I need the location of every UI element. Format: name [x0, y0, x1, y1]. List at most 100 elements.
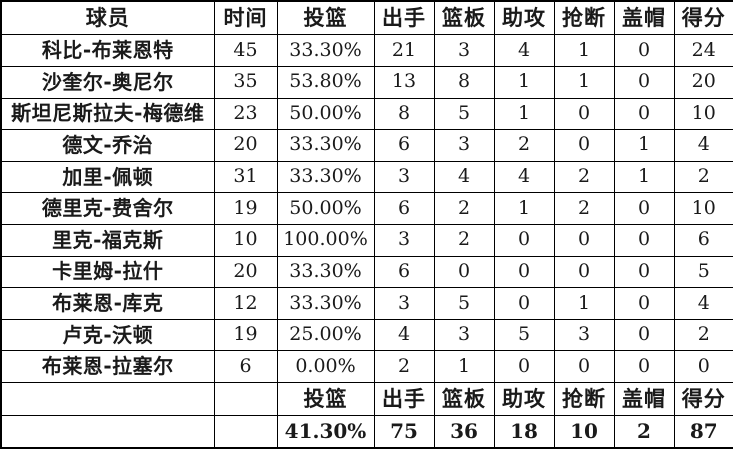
stat-rebounds: 3	[433, 129, 495, 162]
stat-assists: 1	[493, 65, 555, 99]
stat-points: 0	[673, 350, 733, 384]
summary-blank-cell	[0, 382, 215, 417]
stat-assists: 4	[493, 160, 555, 194]
table-header-row: 球员 时间 投篮 出手 篮板 助攻 抢断 盖帽 得分	[0, 0, 733, 36]
stat-points: 2	[673, 318, 733, 352]
stat-steals: 2	[553, 192, 615, 225]
table-row: 德里克-费舍尔 19 50.00% 6 2 1 2 0 10	[0, 192, 733, 225]
stat-points: 6	[673, 223, 733, 257]
summary-total-rebounds: 36	[433, 415, 495, 449]
stat-points: 20	[673, 65, 733, 99]
stat-rebounds: 0	[433, 255, 495, 289]
stat-points: 5	[673, 255, 733, 289]
column-header-assists: 助攻	[493, 0, 555, 36]
column-header-rebounds: 篮板	[433, 0, 495, 36]
stat-attempts: 6	[373, 129, 435, 162]
stat-steals: 0	[553, 350, 615, 384]
stat-attempts: 21	[373, 34, 435, 67]
stat-minutes: 20	[213, 129, 278, 162]
summary-total-fg_pct: 41.30%	[276, 415, 375, 449]
stat-minutes: 10	[213, 223, 278, 257]
stat-minutes: 19	[213, 192, 278, 225]
stat-rebounds: 4	[433, 160, 495, 194]
stat-attempts: 4	[373, 318, 435, 352]
column-header-fg_pct: 投篮	[276, 0, 375, 36]
stat-attempts: 3	[373, 287, 435, 320]
table-row: 布莱恩-拉塞尔 6 0.00% 2 1 0 0 0 0	[0, 350, 733, 384]
stat-attempts: 6	[373, 192, 435, 225]
stat-blocks: 0	[613, 287, 675, 320]
stat-fg_pct: 0.00%	[276, 350, 375, 384]
stat-steals: 0	[553, 255, 615, 289]
summary-totals-row: 41.30% 75 36 18 10 2 87	[0, 415, 733, 449]
summary-total-points: 87	[673, 415, 733, 449]
player-name: 里克-福克斯	[0, 223, 215, 257]
stat-points: 10	[673, 97, 733, 131]
summary-header-attempts: 出手	[373, 382, 435, 417]
table-row: 德文-乔治 20 33.30% 6 3 2 0 1 4	[0, 129, 733, 162]
stat-assists: 1	[493, 97, 555, 131]
summary-header-rebounds: 篮板	[433, 382, 495, 417]
stat-fg_pct: 33.30%	[276, 160, 375, 194]
summary-header-points: 得分	[673, 382, 733, 417]
stat-rebounds: 3	[433, 34, 495, 67]
stat-fg_pct: 50.00%	[276, 97, 375, 131]
stat-steals: 1	[553, 34, 615, 67]
stat-rebounds: 8	[433, 65, 495, 99]
player-name: 沙奎尔-奥尼尔	[0, 65, 215, 99]
stat-attempts: 6	[373, 255, 435, 289]
stat-minutes: 12	[213, 287, 278, 320]
player-name: 德文-乔治	[0, 129, 215, 162]
player-name: 加里-佩顿	[0, 160, 215, 194]
stat-minutes: 19	[213, 318, 278, 352]
stat-blocks: 1	[613, 129, 675, 162]
stat-blocks: 1	[613, 160, 675, 194]
stat-fg_pct: 25.00%	[276, 318, 375, 352]
stat-attempts: 3	[373, 223, 435, 257]
stat-rebounds: 2	[433, 223, 495, 257]
player-name: 科比-布莱恩特	[0, 34, 215, 67]
stat-steals: 0	[553, 129, 615, 162]
player-name: 布莱恩-库克	[0, 287, 215, 320]
stat-fg_pct: 53.80%	[276, 65, 375, 99]
stat-attempts: 3	[373, 160, 435, 194]
stat-fg_pct: 100.00%	[276, 223, 375, 257]
stat-rebounds: 2	[433, 192, 495, 225]
stat-steals: 0	[553, 223, 615, 257]
stat-minutes: 35	[213, 65, 278, 99]
column-header-points: 得分	[673, 0, 733, 36]
table-row: 斯坦尼斯拉夫-梅德维 23 50.00% 8 5 1 0 0 10	[0, 97, 733, 131]
table-row: 沙奎尔-奥尼尔 35 53.80% 13 8 1 1 0 20	[0, 65, 733, 99]
summary-blank-cell	[0, 415, 215, 449]
stat-assists: 4	[493, 34, 555, 67]
summary-total-assists: 18	[493, 415, 555, 449]
stat-blocks: 0	[613, 65, 675, 99]
stat-steals: 2	[553, 160, 615, 194]
summary-total-steals: 10	[553, 415, 615, 449]
player-name: 德里克-费舍尔	[0, 192, 215, 225]
stat-steals: 1	[553, 287, 615, 320]
stat-minutes: 45	[213, 34, 278, 67]
stat-minutes: 6	[213, 350, 278, 384]
stat-minutes: 31	[213, 160, 278, 194]
player-name: 卢克-沃顿	[0, 318, 215, 352]
stat-steals: 0	[553, 97, 615, 131]
player-name: 布莱恩-拉塞尔	[0, 350, 215, 384]
table-row: 里克-福克斯 10 100.00% 3 2 0 0 0 6	[0, 223, 733, 257]
stat-blocks: 0	[613, 350, 675, 384]
stat-rebounds: 3	[433, 318, 495, 352]
stat-attempts: 8	[373, 97, 435, 131]
stat-minutes: 23	[213, 97, 278, 131]
stat-attempts: 2	[373, 350, 435, 384]
table-row: 加里-佩顿 31 33.30% 3 4 4 2 1 2	[0, 160, 733, 194]
stat-assists: 0	[493, 223, 555, 257]
stat-points: 2	[673, 160, 733, 194]
summary-header-fg_pct: 投篮	[276, 382, 375, 417]
stat-fg_pct: 50.00%	[276, 192, 375, 225]
stat-steals: 1	[553, 65, 615, 99]
stat-blocks: 0	[613, 255, 675, 289]
stat-fg_pct: 33.30%	[276, 34, 375, 67]
stat-assists: 5	[493, 318, 555, 352]
stat-rebounds: 5	[433, 287, 495, 320]
stat-points: 4	[673, 287, 733, 320]
